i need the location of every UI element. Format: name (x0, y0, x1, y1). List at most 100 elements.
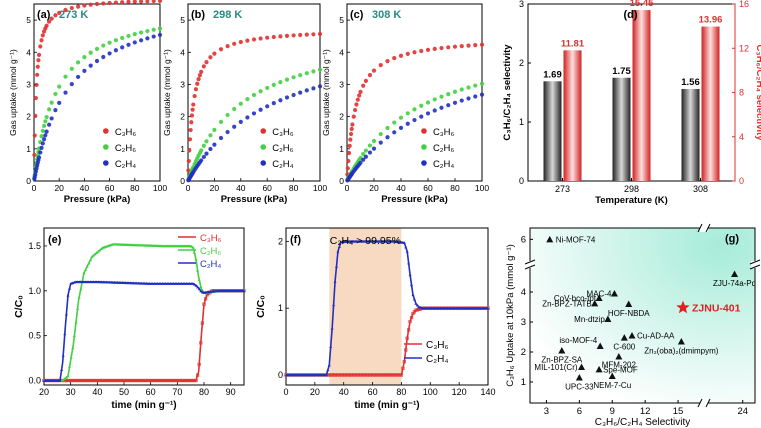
data-point (47, 107, 52, 112)
x-tick-label: 20 (369, 183, 379, 193)
panel-label: (g) (725, 233, 739, 245)
triangle-marker (677, 338, 685, 345)
data-point (183, 378, 187, 383)
series-0 (32, 0, 163, 158)
data-point (101, 43, 106, 48)
data-point (432, 97, 437, 102)
y-tick-label: 0.0 (28, 376, 41, 386)
axis-break-mark (749, 259, 761, 265)
data-point (439, 105, 444, 110)
data-point (57, 10, 62, 15)
data-point (466, 43, 471, 48)
triangle-marker (578, 363, 586, 370)
data-point (399, 373, 404, 377)
data-point (378, 63, 383, 68)
x-tick-label: 0 (186, 183, 191, 193)
data-point (200, 290, 204, 294)
x-tick-label: 3 (544, 406, 549, 417)
isotherm-panel-a: 0 20 40 60 80 100 0 1 2 3 4 5 (a) 273 K Pressure (kPa)… (8, 0, 167, 205)
data-point (486, 306, 490, 310)
triangle-marker (546, 235, 554, 243)
legend-label: C₃H₆ (115, 127, 137, 138)
data-point (232, 124, 237, 129)
y-tick-label: 0 (26, 176, 31, 186)
data-point (192, 250, 196, 254)
legend-label: C₂H₄ (115, 159, 136, 170)
data-point (138, 378, 142, 383)
breakthrough-panel-e: 20 30 40 50 60 70 80 90 0.0 0.5 1.0 1.5 (e) time (min… (13, 227, 246, 411)
y-axis-label: Gas uptake (mmol g⁻¹) (321, 49, 331, 136)
data-point (151, 378, 155, 383)
panel-title: 298 K (213, 9, 242, 21)
scatter-point-group: HOF-NBDA (608, 300, 650, 318)
data-point (410, 283, 414, 287)
data-point (173, 378, 177, 383)
data-point (271, 101, 276, 106)
data-point (353, 107, 358, 113)
data-point (69, 5, 74, 11)
legend-label: C₂H₄ (200, 259, 221, 270)
data-point (39, 38, 44, 43)
data-point (107, 40, 112, 45)
data-point (278, 98, 283, 103)
legend-marker (260, 144, 267, 150)
data-point (479, 42, 485, 47)
x-tick-label: 9 (610, 406, 615, 417)
data-point (68, 365, 72, 368)
data-point (36, 52, 42, 57)
data-point (64, 312, 68, 316)
data-point (186, 378, 190, 383)
data-point (199, 285, 203, 288)
axis-break-mark (697, 223, 703, 233)
data-point (196, 76, 201, 82)
data-point (90, 378, 94, 383)
data-point (415, 303, 419, 307)
data-point (88, 2, 93, 7)
data-point (130, 378, 134, 383)
data-point (84, 268, 88, 271)
legend-label: C₂H₆ (115, 143, 136, 154)
scatter-point-group: Zn-BPZ-TATB (542, 299, 599, 308)
data-point (66, 378, 70, 383)
x-tick-label: 100 (313, 183, 327, 193)
data-point (311, 69, 316, 74)
data-point (258, 107, 263, 112)
plot-frame (43, 227, 245, 386)
data-point (68, 286, 72, 290)
data-point (181, 378, 185, 383)
data-point (337, 245, 341, 249)
y-tick-label: 5 (26, 15, 31, 25)
data-point (82, 3, 87, 8)
data-point (71, 346, 75, 350)
bar-left (681, 88, 700, 181)
data-point (392, 120, 397, 125)
data-point (58, 379, 62, 382)
data-point (473, 83, 478, 88)
data-point (69, 66, 74, 71)
data-point (408, 273, 412, 277)
scatter-point-group: NEM-7-Cu (593, 372, 631, 390)
triangle-marker (620, 334, 628, 341)
data-point (98, 248, 102, 252)
x-tick-label: 80 (130, 183, 140, 193)
legend-label: C₂H₆ (200, 246, 221, 257)
data-point (402, 360, 406, 364)
data-point (425, 111, 431, 116)
point-label: ZJNU-401 (692, 303, 741, 315)
data-point (242, 289, 246, 293)
y-tick-label: 4 (521, 287, 526, 298)
data-point (425, 47, 431, 52)
data-point (298, 90, 303, 95)
y-tick-label-right: 16 (739, 0, 749, 9)
highlight-star-marker (676, 300, 690, 314)
data-point (47, 122, 52, 127)
legend-marker (260, 128, 267, 134)
x-tick-label: 308 (693, 184, 708, 194)
data-point (251, 111, 257, 116)
point-label: Mn-dtzip (574, 315, 605, 324)
series-1 (186, 67, 323, 182)
data-point (363, 78, 368, 83)
data-point (473, 94, 478, 99)
x-tick-label: 80 (450, 183, 460, 193)
x-tick-label: 15 (673, 406, 684, 417)
